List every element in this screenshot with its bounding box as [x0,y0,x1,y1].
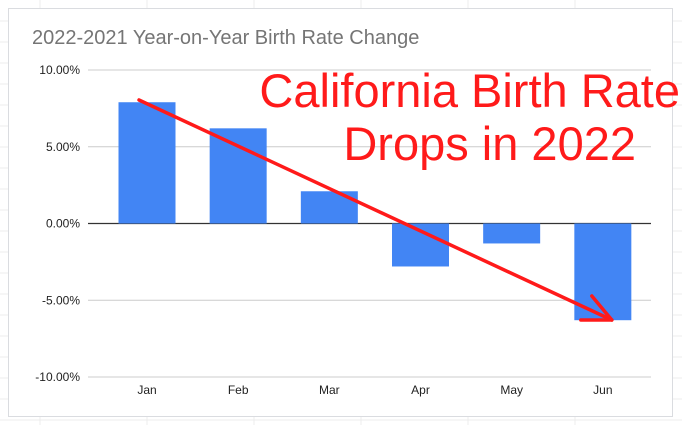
bar [209,128,267,224]
bar [483,223,541,244]
y-tick-label: 10.00% [39,63,80,77]
trend-arrow-head [579,294,614,322]
x-tick-label: Jun [593,383,612,397]
chart-title: 2022-2021 Year-on-Year Birth Rate Change [32,27,420,49]
y-tick-label: 0.00% [46,217,80,231]
bar [574,223,632,321]
x-tick-label: May [500,383,523,397]
annotation-line-2: Drops in 2022 [343,117,636,170]
trend-arrow-line [137,98,614,322]
y-tick-label: -10.00% [35,370,80,384]
x-tick-label: Feb [228,383,249,397]
x-tick-label: Apr [411,383,430,397]
bar [118,102,176,224]
x-tick-label: Jan [137,383,156,397]
annotation-text: California Birth Rate Drops in 2022 [150,64,680,170]
annotation-line-1: California Birth Rate [259,64,680,117]
y-tick-label: 5.00% [46,140,80,154]
x-tick-label: Mar [319,383,340,397]
y-tick-label: -5.00% [42,293,80,307]
